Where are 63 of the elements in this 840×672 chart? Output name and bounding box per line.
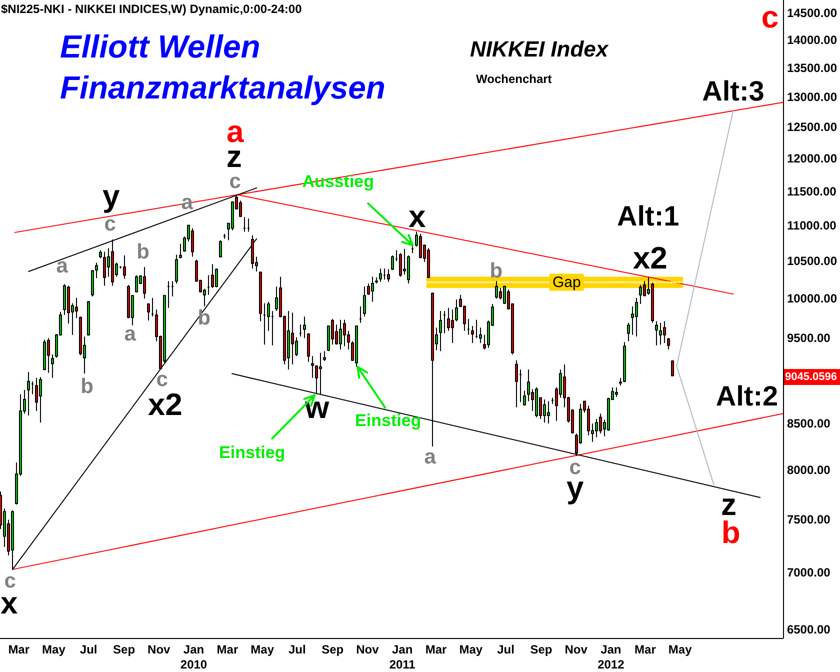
x-tick-label: Jan 2012 bbox=[598, 642, 625, 672]
y-tick-label: 8000.00 bbox=[786, 463, 831, 478]
y-tick-label: 7000.00 bbox=[786, 566, 831, 580]
x-tick-label: Jan 2010 bbox=[180, 642, 208, 672]
annotation: a bbox=[124, 322, 136, 346]
annotation: b bbox=[80, 375, 94, 398]
annotation: c bbox=[104, 212, 116, 236]
annotation: Ausstieg bbox=[302, 172, 374, 191]
x-tick-label: Jul bbox=[288, 642, 306, 656]
annotation: a bbox=[424, 446, 436, 469]
annotation: w bbox=[304, 390, 330, 426]
annotation: Alt:3 bbox=[702, 76, 764, 107]
annotation: c bbox=[761, 0, 779, 34]
annotation: x2 bbox=[632, 240, 668, 276]
text: Elliott Wellen Finanzmarktanalysen bbox=[60, 28, 386, 106]
annotation: Alt:2 bbox=[716, 380, 778, 412]
text: NIKKEI Index bbox=[470, 36, 609, 62]
annotation: x bbox=[408, 198, 426, 234]
y-tick-label: 10000.00 bbox=[786, 292, 838, 306]
annotation: b bbox=[136, 240, 150, 264]
x-tick-label: Jan 2011 bbox=[389, 642, 416, 672]
y-tick-label: 13000.00 bbox=[786, 90, 838, 104]
y-tick-label: 14500.00 bbox=[786, 6, 838, 20]
y-tick-label: 13500.00 bbox=[786, 61, 838, 76]
annotation: c bbox=[229, 170, 242, 194]
series-label: Gap bbox=[552, 274, 581, 291]
annotation: a bbox=[56, 254, 68, 278]
x-tick-label: Nov bbox=[356, 642, 380, 656]
y-tick-label: 12000.00 bbox=[786, 152, 838, 166]
x-tick-label: Sep bbox=[322, 642, 344, 656]
x-tick-label: Jul bbox=[497, 642, 514, 656]
annotation: Einstieg bbox=[219, 443, 286, 462]
annotation: b bbox=[198, 306, 211, 330]
annotation: c bbox=[4, 570, 16, 593]
y-tick-label: 6500.00 bbox=[786, 622, 831, 637]
x-tick-label: Mar bbox=[8, 642, 30, 656]
annotation: Einstieg bbox=[355, 411, 422, 430]
annotation: $NI225-NKI - NIKKEI INDICES,W) Dynamic,0:00-24:00 bbox=[1, 2, 302, 16]
y-tick-label: 11500.00 bbox=[786, 184, 837, 198]
x-tick-label: Jul bbox=[80, 642, 98, 656]
y-tick-label: 11000.00 bbox=[786, 218, 837, 232]
x-tick-label: Mar bbox=[425, 642, 448, 656]
annotation: b bbox=[721, 515, 740, 550]
y-tick-label: 7500.00 bbox=[786, 512, 831, 527]
x-tick-label: Nov bbox=[564, 642, 588, 656]
y-tick-label: 10500.00 bbox=[786, 254, 838, 268]
y-tick-label: 14000.00 bbox=[786, 33, 838, 48]
x-tick-label: May bbox=[42, 642, 66, 656]
x-tick-label: Sep bbox=[530, 642, 552, 656]
x-tick-label: Mar bbox=[634, 642, 656, 656]
x-tick-label: May bbox=[668, 642, 692, 656]
annotation: Wochenchart bbox=[476, 72, 552, 86]
x-tick-label: Sep bbox=[113, 642, 136, 656]
x-tick-label: Nov bbox=[148, 642, 171, 656]
x-tick-label: May bbox=[459, 642, 483, 656]
x-tick-label: Mar bbox=[216, 642, 238, 656]
x-tick-label: May bbox=[250, 642, 274, 656]
annotation: Alt:1 bbox=[617, 200, 680, 232]
y-tick-label: 12500.00 bbox=[786, 120, 838, 134]
annotation: y bbox=[102, 178, 120, 214]
y-tick-label: 9500.00 bbox=[786, 331, 831, 346]
y-tick-label: 8500.00 bbox=[786, 416, 831, 431]
text: 9045.0596 bbox=[785, 371, 837, 383]
